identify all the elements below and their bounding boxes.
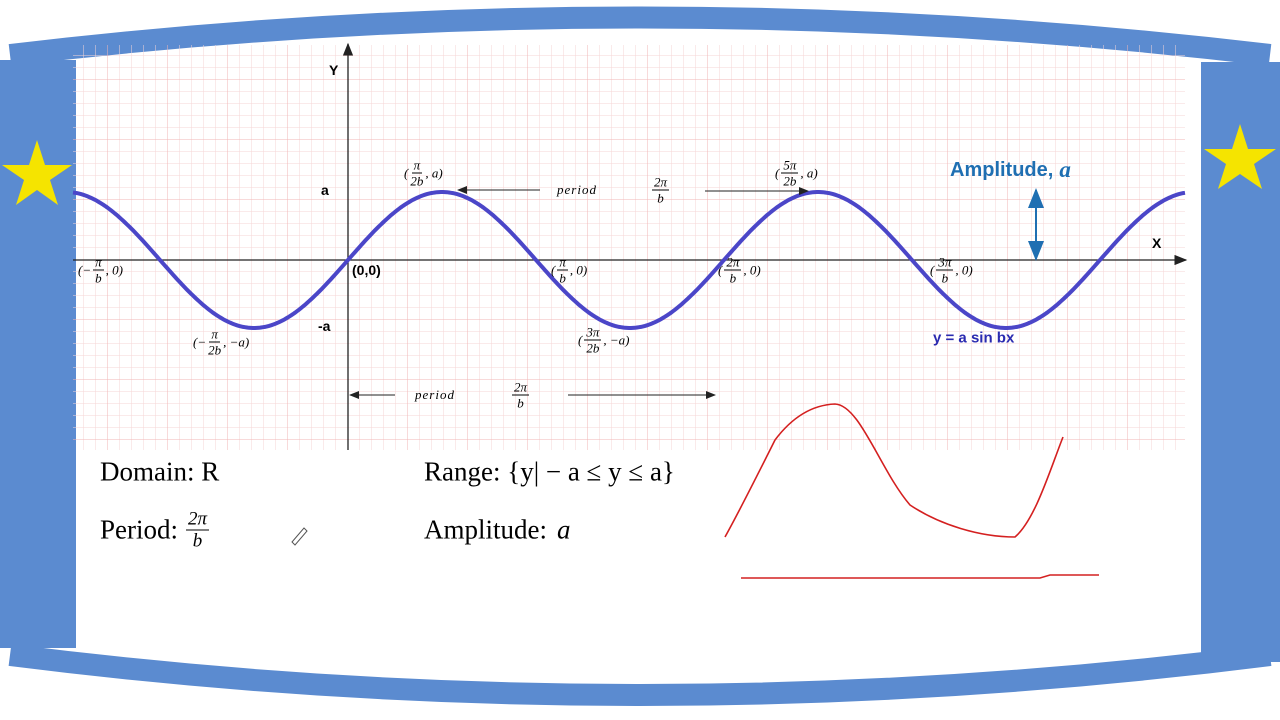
point-label: (3π 2b, −a) — [578, 326, 629, 355]
point-open: ( — [551, 262, 556, 277]
frame-bottom — [8, 644, 1272, 706]
fraction: 2π b — [652, 174, 670, 206]
point-open: ( — [404, 165, 409, 180]
fraction: 2π b — [186, 508, 210, 552]
point-open: ( — [775, 165, 780, 180]
point-label: (− π b, 0) — [78, 256, 123, 285]
point-close: , 0) — [569, 262, 588, 277]
denominator: b — [517, 395, 524, 411]
numerator: 2π — [724, 254, 742, 271]
frame-top — [8, 6, 1272, 66]
period-word: period — [557, 182, 597, 197]
x-axis-label: X — [1152, 235, 1162, 251]
point-open: ( — [930, 262, 935, 277]
fraction: 2π b — [512, 379, 530, 411]
point-label: (π b, 0) — [551, 256, 587, 285]
period-fraction: 2π b — [510, 381, 531, 410]
numerator: 3π — [936, 254, 954, 271]
point-open: ( — [718, 262, 723, 277]
denominator: b — [941, 270, 949, 286]
fraction: π 2b — [208, 328, 221, 357]
origin-label: (0,0) — [352, 262, 381, 278]
star — [1204, 124, 1276, 189]
pen-icon — [291, 527, 308, 546]
amplitude-text: Amplitude, — [950, 158, 1054, 181]
numerator: 3π — [584, 324, 602, 341]
denominator: b — [729, 270, 737, 286]
point-label: (− π 2b, −a) — [193, 328, 249, 357]
amplitude-var: a — [1059, 157, 1071, 182]
numerator: 2π — [186, 508, 210, 531]
denominator: 2b — [586, 340, 600, 356]
numerator: π — [93, 254, 104, 271]
numerator: π — [411, 157, 423, 174]
grid-major — [73, 45, 1185, 450]
sine-curve — [72, 190, 1186, 330]
point-open: (− — [78, 262, 92, 277]
numerator: 2π — [652, 174, 670, 191]
point-label: (2π b, 0) — [718, 256, 761, 285]
amplitude-note-label: Amplitude: — [424, 514, 547, 545]
fraction: 3π b — [936, 254, 954, 286]
period-note-label: Period: — [100, 514, 178, 545]
equation: y = a sin bx — [933, 329, 1015, 347]
point-label: (3π b, 0) — [930, 256, 973, 285]
ink-line — [741, 574, 1099, 579]
numerator: π — [209, 326, 220, 343]
point-label: (π 2b, a) — [404, 159, 443, 188]
ink-drawing — [724, 403, 1064, 538]
fraction: 2π b — [724, 254, 742, 286]
point-label: (5π 2b, a) — [775, 159, 818, 188]
denominator: b — [559, 270, 566, 286]
denominator: 2b — [208, 342, 222, 358]
numerator: 5π — [781, 157, 799, 174]
fraction: 3π 2b — [584, 324, 602, 356]
point-close: , −a) — [603, 332, 630, 347]
point-close: , −a) — [223, 334, 250, 349]
amplitude-note: Amplitude: a — [424, 515, 571, 546]
period-note: Period: 2π b — [100, 510, 211, 551]
point-close: , 0) — [743, 262, 761, 277]
point-close: , 0) — [105, 262, 123, 277]
point-open: (− — [193, 334, 207, 349]
amplitude-label: Amplitude, a — [950, 157, 1071, 183]
period-word: period — [415, 387, 455, 402]
a-label: a — [321, 182, 329, 198]
domain-note: Domain: R — [100, 456, 220, 487]
star — [2, 140, 72, 205]
fraction: 5π 2b — [781, 157, 799, 189]
point-close: , a) — [800, 165, 818, 180]
neg-a-label: -a — [318, 318, 331, 334]
denominator: b — [657, 190, 664, 206]
range-note: Range: {y| − a ≤ y ≤ a} — [424, 456, 675, 487]
point-open: ( — [578, 332, 583, 347]
numerator: π — [557, 254, 568, 271]
numerator: 2π — [512, 379, 530, 396]
y-axis-label: Y — [329, 62, 339, 78]
denominator: b — [192, 530, 203, 552]
amplitude-note-var: a — [557, 514, 571, 545]
point-close: , a) — [425, 165, 443, 180]
point-close: , 0) — [955, 262, 973, 277]
denominator: 2b — [410, 173, 424, 189]
denominator: 2b — [783, 173, 797, 189]
frame-top-bg — [0, 0, 1280, 60]
period-fraction: 2π b — [650, 176, 671, 205]
denominator: b — [95, 270, 102, 286]
fraction: π 2b — [410, 159, 423, 188]
